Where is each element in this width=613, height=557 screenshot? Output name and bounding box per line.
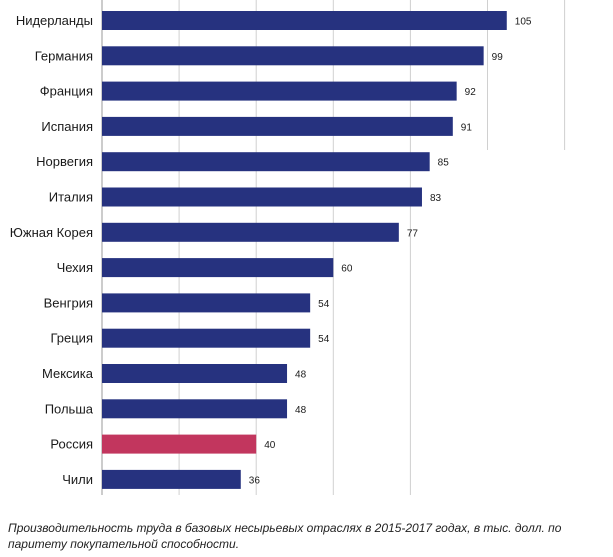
bar: [102, 293, 311, 313]
category-label: Норвегия: [36, 154, 93, 169]
category-label: Чехия: [57, 260, 93, 275]
category-label: Чили: [62, 472, 93, 487]
chart-caption: Производительность труда в базовых несыр…: [8, 521, 562, 551]
value-label: 91: [461, 122, 473, 133]
category-label: Италия: [49, 190, 93, 205]
value-label: 77: [407, 228, 419, 239]
bar: [102, 116, 453, 136]
value-label: 92: [465, 87, 477, 98]
grid-layer: [101, 0, 566, 495]
value-label: 40: [264, 440, 276, 451]
value-label: 60: [341, 264, 353, 275]
bar: [102, 399, 288, 419]
value-label: 36: [249, 475, 261, 486]
bar: [102, 187, 422, 207]
value-label: 85: [438, 158, 450, 169]
value-label: 83: [430, 193, 442, 204]
bar: [102, 81, 457, 101]
category-label: Венгрия: [44, 295, 93, 310]
category-label: Нидерланды: [16, 13, 93, 28]
bar: [102, 11, 507, 30]
value-label: 54: [318, 334, 330, 345]
value-label: 99: [492, 52, 504, 63]
value-label: 105: [515, 17, 532, 28]
category-label: Испания: [41, 119, 93, 134]
bar: [102, 434, 257, 454]
labels-layer: Нидерланды 105 Германия 99 Франция 92 Испания 9…: [10, 13, 532, 487]
category-label: Греция: [50, 331, 93, 346]
value-label: 54: [318, 299, 330, 310]
category-label: Россия: [50, 437, 93, 452]
value-label: 48: [295, 370, 307, 381]
bar: [102, 46, 484, 66]
bar: [102, 258, 334, 278]
category-label: Польша: [45, 401, 94, 416]
category-label: Южная Корея: [10, 225, 93, 240]
bar: [102, 469, 241, 489]
category-label: Франция: [40, 84, 93, 99]
value-label: 48: [295, 405, 307, 416]
bar: [102, 222, 399, 242]
bar: [102, 328, 311, 348]
bar: [102, 152, 430, 172]
category-label: Германия: [35, 48, 93, 63]
bar: [102, 364, 288, 383]
bar-chart: Нидерланды 105 Германия 99 Франция 92 Испания 9…: [10, 0, 566, 495]
category-label: Мексика: [42, 366, 94, 381]
bars-layer: [102, 11, 507, 489]
